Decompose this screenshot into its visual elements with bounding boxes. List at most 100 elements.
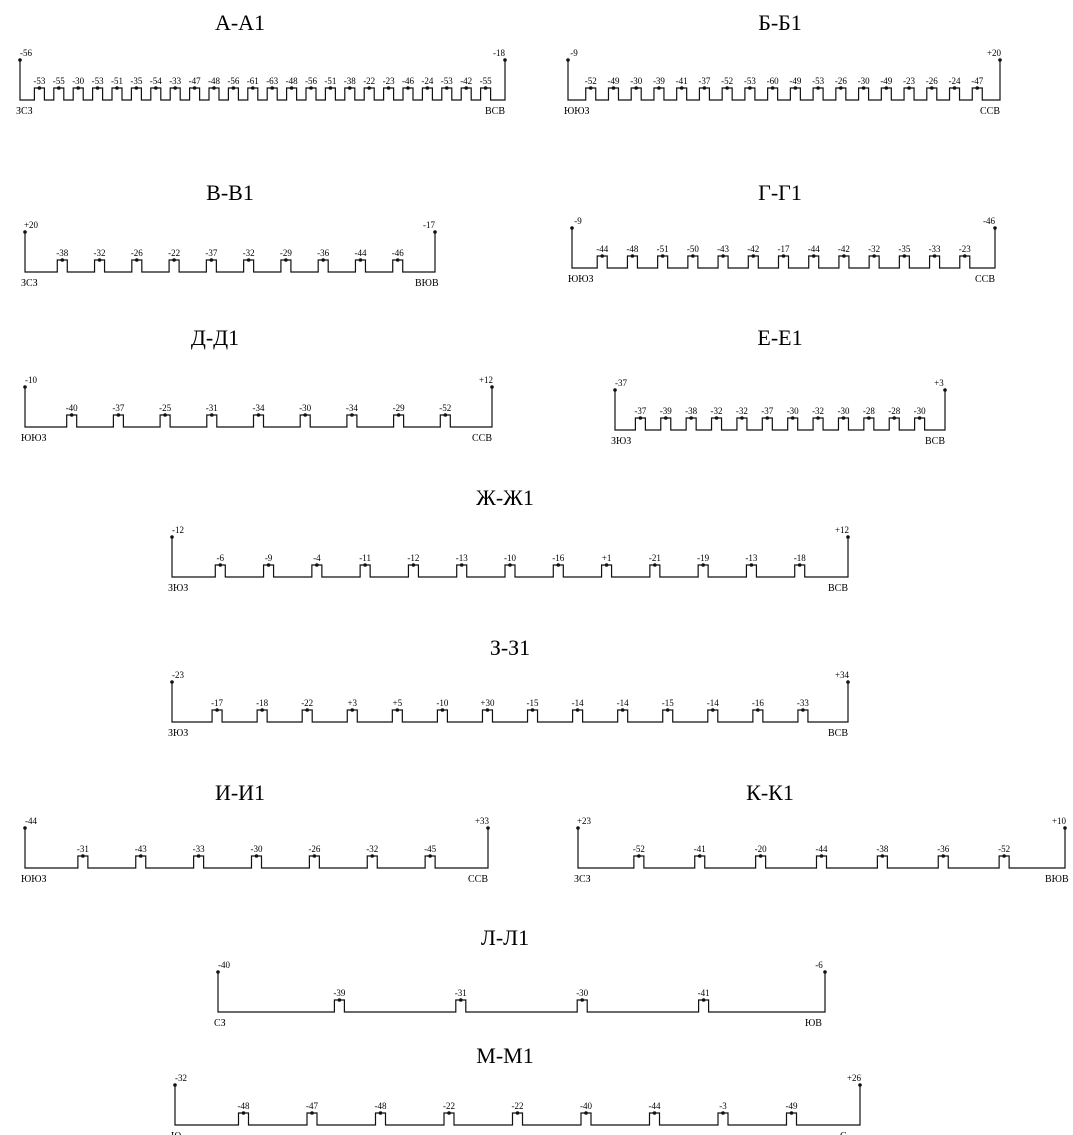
- elevation-label: -22: [512, 1101, 524, 1111]
- elevation-label: -33: [929, 244, 941, 254]
- elevation-label: -40: [218, 960, 230, 970]
- point: [289, 86, 294, 90]
- section-title: М-М1: [476, 1043, 533, 1068]
- point: [395, 708, 400, 712]
- elevation-label: -40: [580, 1101, 592, 1111]
- elevation-label: -17: [423, 220, 435, 230]
- elevation-label: -37: [205, 248, 217, 258]
- elevation-label: +3: [934, 378, 944, 388]
- point: [515, 1111, 520, 1115]
- elevation-label: -43: [135, 844, 147, 854]
- point: [37, 86, 42, 90]
- elevation-label: -44: [25, 816, 37, 826]
- point: [993, 226, 997, 230]
- point: [702, 86, 707, 90]
- point: [173, 1083, 177, 1087]
- elevation-label: -49: [607, 76, 619, 86]
- point: [858, 1083, 862, 1087]
- point: [932, 254, 937, 258]
- point: [861, 86, 866, 90]
- point: [892, 416, 897, 420]
- elevation-label: -30: [858, 76, 870, 86]
- point: [315, 563, 319, 567]
- elevation-label: -14: [707, 698, 719, 708]
- point: [309, 86, 313, 90]
- point: [556, 563, 561, 567]
- point: [823, 970, 827, 974]
- elevation-label: -32: [736, 406, 748, 416]
- elevation-label: -26: [308, 844, 320, 854]
- direction-right: ССВ: [980, 106, 1000, 117]
- elevation-label: -47: [306, 1101, 318, 1111]
- elevation-label: -42: [460, 76, 472, 86]
- elevation-label: +30: [480, 698, 495, 708]
- elevation-label: -53: [812, 76, 824, 86]
- point: [266, 563, 271, 567]
- elevation-label: +33: [475, 816, 490, 826]
- elevation-label: -30: [630, 76, 642, 86]
- point: [638, 416, 643, 420]
- point: [116, 413, 121, 417]
- point: [725, 86, 729, 90]
- direction-right: ВЮВ: [1045, 874, 1069, 885]
- point: [756, 708, 760, 712]
- elevation-label: -9: [574, 216, 582, 226]
- point: [76, 86, 80, 90]
- point: [18, 58, 22, 62]
- elevation-label: -55: [53, 76, 65, 86]
- point: [447, 1111, 451, 1115]
- point: [483, 86, 488, 90]
- elevation-label: -22: [363, 76, 375, 86]
- point: [811, 254, 816, 258]
- elevation-label: -48: [286, 76, 298, 86]
- elevation-label: -30: [251, 844, 263, 854]
- elevation-label: -16: [752, 698, 764, 708]
- elevation-label: -22: [301, 698, 313, 708]
- section-title: Г-Г1: [758, 180, 802, 205]
- elevation-label: -38: [685, 406, 697, 416]
- point: [793, 86, 798, 90]
- elevation-label: -26: [131, 248, 143, 258]
- point: [312, 854, 317, 858]
- point: [508, 563, 512, 567]
- point: [653, 563, 657, 567]
- elevation-label: -31: [77, 844, 89, 854]
- point: [721, 1111, 725, 1115]
- point: [816, 416, 820, 420]
- point: [604, 563, 609, 567]
- elevation-label: -43: [717, 244, 729, 254]
- point: [396, 413, 401, 417]
- direction-left: ЗЮЗ: [168, 583, 188, 594]
- point: [689, 416, 693, 420]
- point: [367, 86, 372, 90]
- elevation-label: -10: [436, 698, 448, 708]
- elevation-label: -32: [868, 244, 880, 254]
- elevation-label: -49: [786, 1101, 798, 1111]
- point: [433, 230, 437, 234]
- point: [701, 998, 706, 1002]
- elevation-label: -31: [455, 988, 467, 998]
- point: [630, 254, 635, 258]
- point: [256, 413, 261, 417]
- point: [485, 708, 490, 712]
- elevation-label: +10: [1052, 816, 1067, 826]
- profile: [24, 232, 436, 273]
- elevation-label: -47: [971, 76, 983, 86]
- profile: [19, 60, 506, 101]
- direction-left: ЗСЗ: [16, 106, 33, 117]
- elevation-label: -49: [880, 76, 892, 86]
- point: [115, 86, 119, 90]
- elevation-label: -33: [169, 76, 181, 86]
- elevation-label: -11: [359, 553, 371, 563]
- elevation-label: -17: [211, 698, 223, 708]
- point: [634, 86, 639, 90]
- point: [884, 86, 889, 90]
- point: [363, 563, 367, 567]
- point: [310, 1111, 314, 1115]
- point: [60, 258, 65, 262]
- elevation-label: -42: [838, 244, 850, 254]
- point: [428, 854, 432, 858]
- point: [459, 563, 464, 567]
- point: [386, 86, 391, 90]
- elevation-label: -53: [441, 76, 453, 86]
